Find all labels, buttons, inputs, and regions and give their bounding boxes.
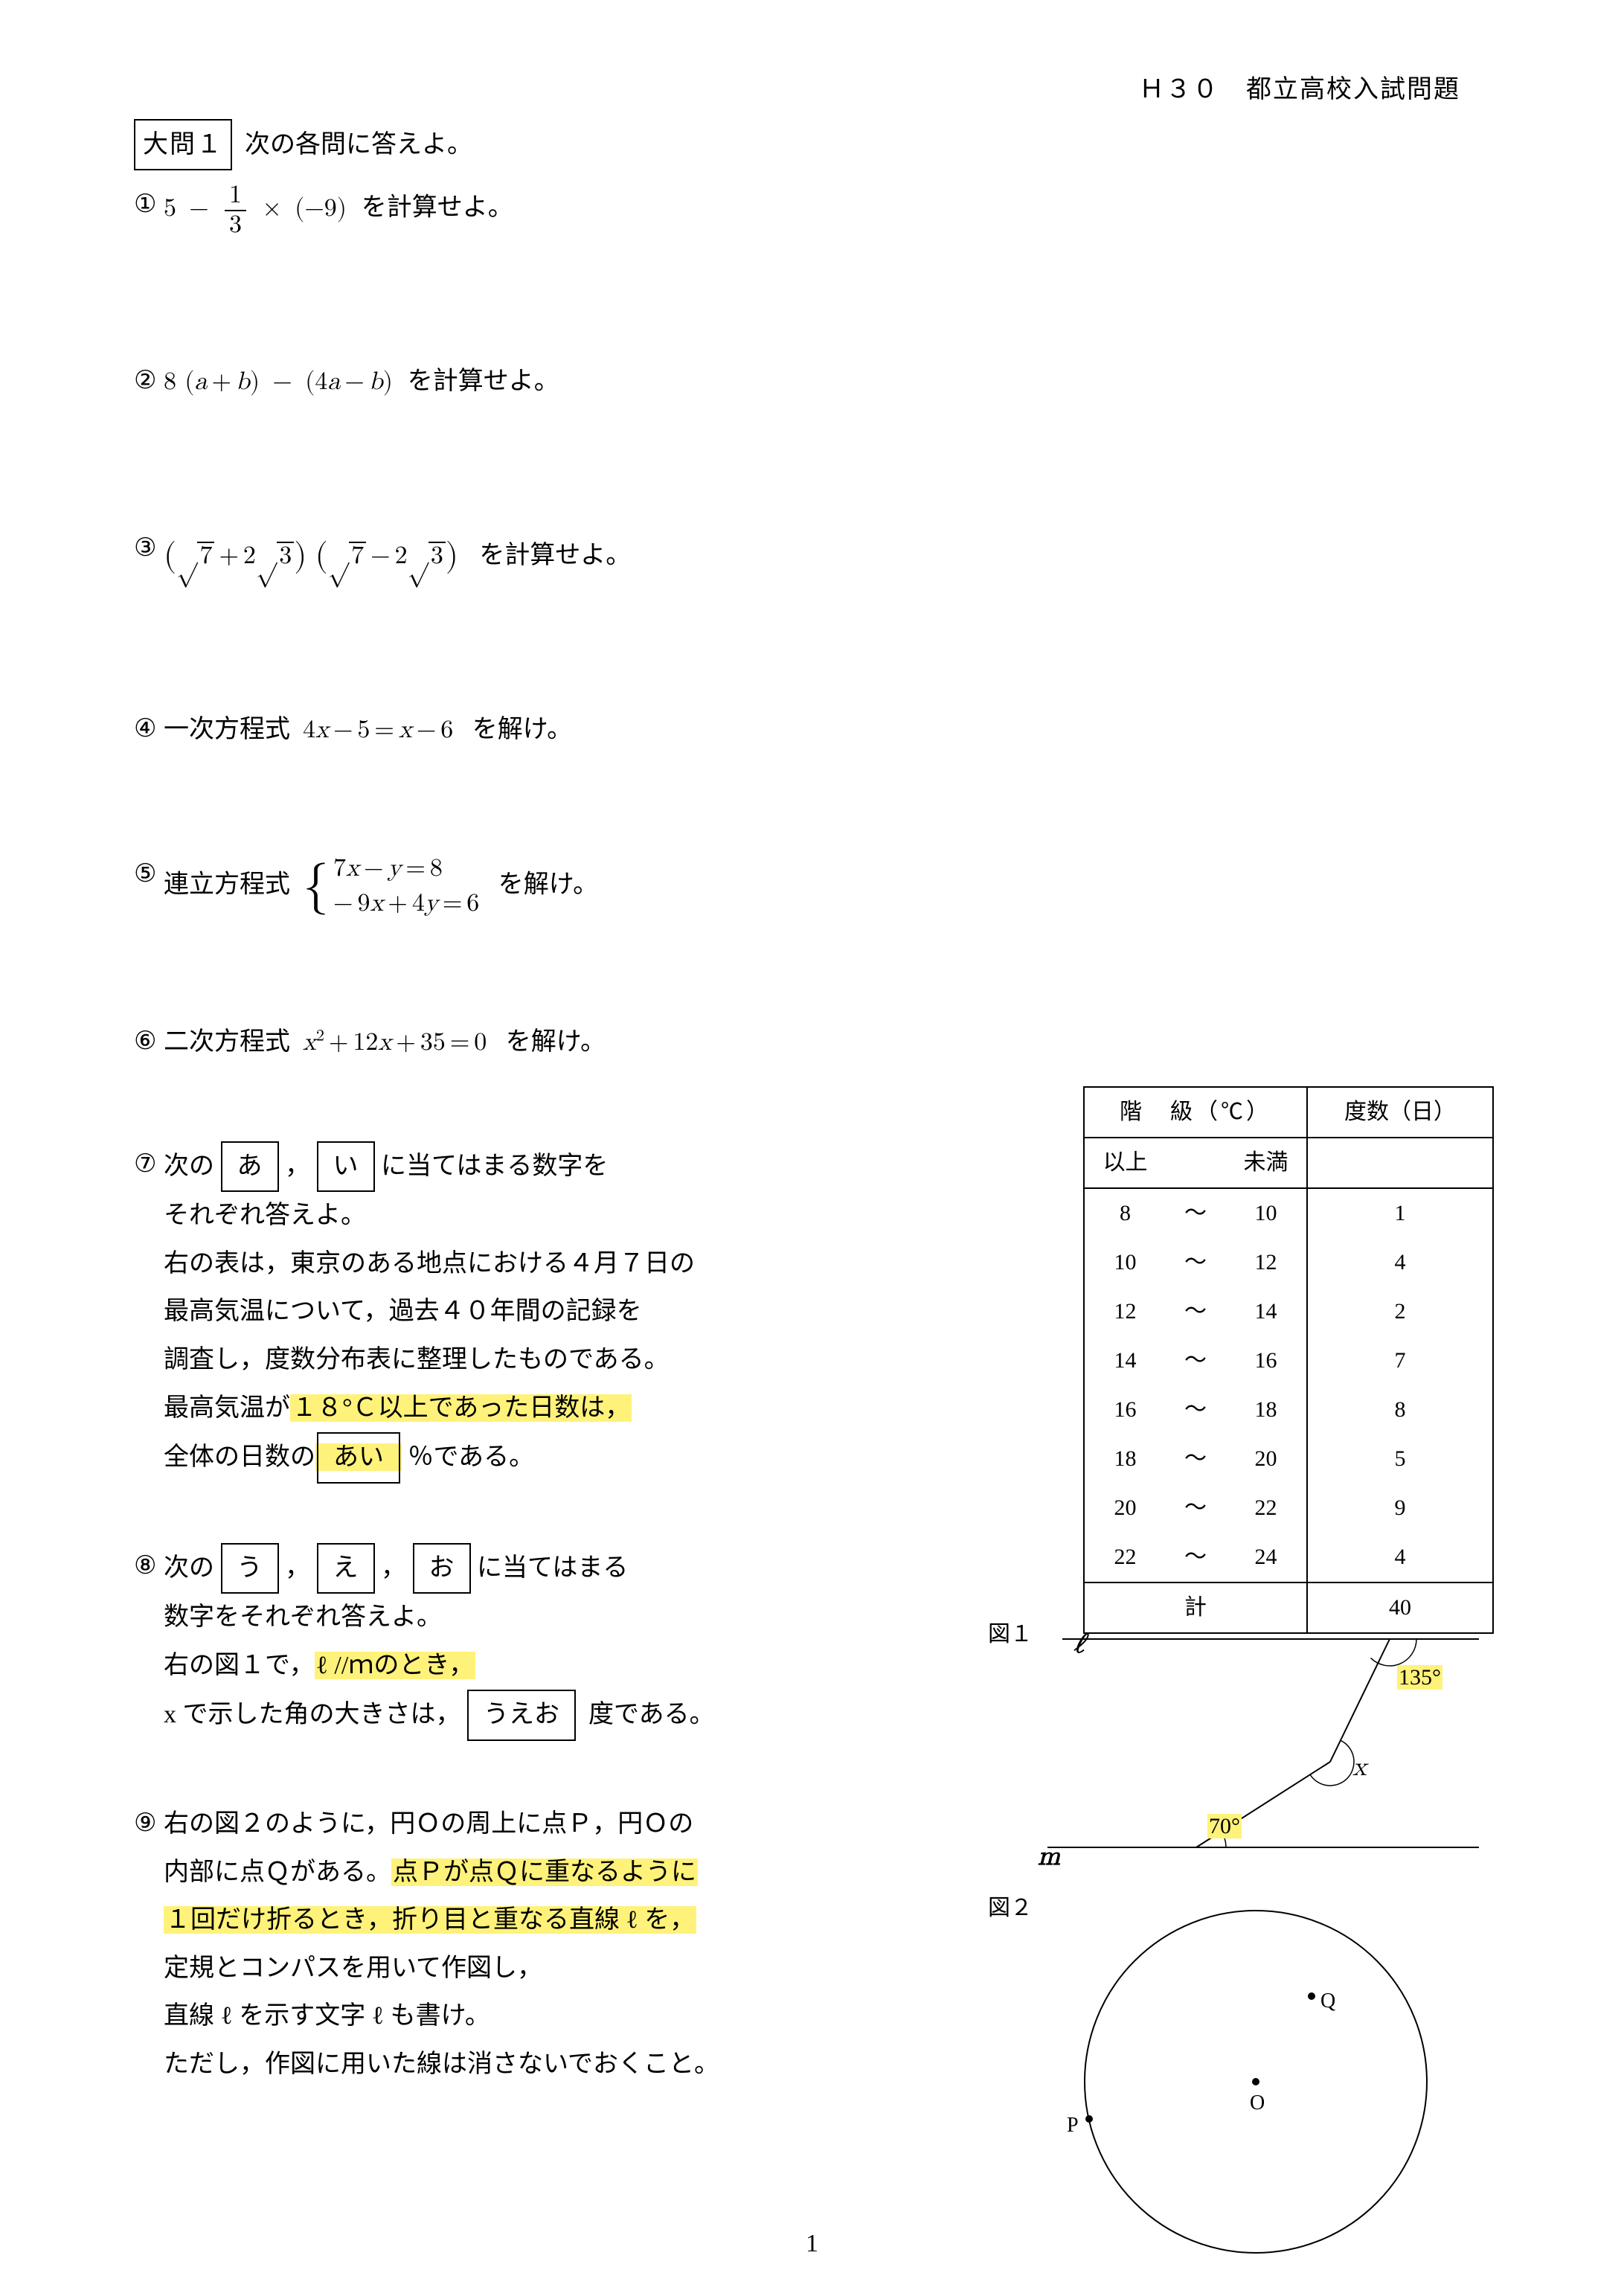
problem-9-body: 右の図２のように，円Ｏの周上に点Ｐ，円Ｏの 内部に点Ｑがある。点Ｐが点Ｑに重なる… <box>164 1800 863 2089</box>
figure-1-x-label: x <box>1352 1743 1367 1792</box>
table-row: 8～101 <box>1084 1188 1493 1238</box>
problem-7: ⑦ 次の あ ， い に当てはまる数字を それぞれ答えよ。 右の表は，東京のある… <box>134 1141 863 1484</box>
figure-2-svg <box>988 1881 1494 2268</box>
figure-1-angle-70: 70° <box>1207 1806 1242 1847</box>
highlight-l-parallel-m: ℓ //ｍのとき， <box>315 1652 476 1679</box>
problem-8: ⑧ 次の う ， え ， お に当てはまる 数字をそれぞれ答えよ。 右の図１で，… <box>134 1543 863 1741</box>
highlight-fold-1: 点Ｐが点Ｑに重なるように <box>391 1859 698 1886</box>
problem-4: ④ 一次方程式 4x−5=x−6 を解け。 <box>134 706 1512 754</box>
answer-box-o: お <box>413 1543 471 1594</box>
figure-1-m-label: m <box>1038 1832 1060 1881</box>
page-number: 1 <box>806 2221 818 2266</box>
answer-box-e: え <box>317 1543 375 1594</box>
section-title: 大問１ 次の各問に答えよ。 <box>134 119 1512 170</box>
problem-9: ⑨ 右の図２のように，円Ｏの周上に点Ｐ，円Ｏの 内部に点Ｑがある。点Ｐが点Ｑに重… <box>134 1800 863 2089</box>
figure-2: 図２ O P Q <box>988 1881 1494 2268</box>
problem-8-body: 次の う ， え ， お に当てはまる 数字をそれぞれ答えよ。 右の図１で，ℓ … <box>164 1543 863 1741</box>
figure-1: 図１ ℓ m x 135° 70° <box>1003 1617 1509 1877</box>
problem-6-number: ⑥ <box>134 1019 164 1064</box>
highlight-ai-box: あい <box>315 1443 402 1471</box>
problem-9-number: ⑨ <box>134 1800 164 1846</box>
frequency-table: 階 級（℃） 度数（日） 以上 未満 8～10110～12412～14214～1… <box>1083 1086 1494 1634</box>
table-row: 22～244 <box>1084 1533 1493 1582</box>
answer-box-ai: あい <box>317 1432 400 1484</box>
section-label-box: 大問１ <box>134 119 232 170</box>
problem-1-body: 5 − 1 3 × (−9) を計算せよ。 <box>164 182 1512 239</box>
problem-2: ② 8 (a+b) − (4a−b) を計算せよ。 <box>134 358 1512 406</box>
table-row: 18～205 <box>1084 1434 1493 1484</box>
answer-box-a: あ <box>221 1141 279 1193</box>
table-row: 14～167 <box>1084 1336 1493 1385</box>
problem-5: ⑤ 連立方程式 { 7x−y=8 −9x+4y=6 を解け。 <box>134 851 1512 922</box>
table-row: 20～229 <box>1084 1484 1493 1533</box>
freq-table-header-class: 階 級（℃） <box>1084 1087 1307 1138</box>
exam-header: Ｈ３０ 都立高校入試問題 <box>1139 67 1460 112</box>
problem-1-number: ① <box>134 182 164 227</box>
problem-3-body: (7+23) (7−23) を計算せよ。 <box>164 525 1512 588</box>
problem-7-number: ⑦ <box>134 1141 164 1187</box>
figure-2-O-label: O <box>1250 2085 1265 2122</box>
figure-1-label: 図１ <box>988 1614 1033 1655</box>
section-instruction: 次の各問に答えよ。 <box>245 131 472 158</box>
problem-2-body: 8 (a+b) − (4a−b) を計算せよ。 <box>164 358 1512 406</box>
problem-7-body: 次の あ ， い に当てはまる数字を それぞれ答えよ。 右の表は，東京のある地点… <box>164 1141 863 1484</box>
figure-2-Q-label: Q <box>1320 1983 1335 2020</box>
answer-box-i: い <box>317 1141 375 1193</box>
answer-box-u: う <box>221 1543 279 1594</box>
problem-1: ① 5 − 1 3 × (−9) を計算せよ。 <box>134 182 1512 239</box>
freq-table-header-freq: 度数（日） <box>1307 1087 1493 1138</box>
problem-6: ⑥ 二次方程式 x2+12x+35=0 を解け。 <box>134 1019 1512 1067</box>
figure-2-P-label: P <box>1067 2107 1079 2144</box>
problem-3: ③ (7+23) (7−23) を計算せよ。 <box>134 525 1512 588</box>
problem-8-number: ⑧ <box>134 1543 164 1588</box>
problem-5-number: ⑤ <box>134 851 164 897</box>
figure-2-label: 図２ <box>988 1888 1033 1928</box>
problem-4-body: 一次方程式 4x−5=x−6 を解け。 <box>164 706 1512 754</box>
problem-2-number: ② <box>134 358 164 403</box>
answer-box-ueo: うえお <box>467 1690 576 1741</box>
highlight-fold-2: １回だけ折るとき，折り目と重なる直線 ℓ を， <box>164 1906 696 1934</box>
problem-6-body: 二次方程式 x2+12x+35=0 を解け。 <box>164 1019 1512 1067</box>
table-row: 10～124 <box>1084 1238 1493 1287</box>
problem-5-body: 連立方程式 { 7x−y=8 −9x+4y=6 を解け。 <box>164 851 1512 922</box>
figure-1-l-label: ℓ <box>1073 1620 1085 1669</box>
problem-3-number: ③ <box>134 525 164 571</box>
table-row: 16～188 <box>1084 1385 1493 1434</box>
highlight-18c: １８°Ｃ以上であった日数は， <box>290 1394 632 1422</box>
table-row: 12～142 <box>1084 1287 1493 1336</box>
figure-1-angle-135: 135° <box>1397 1658 1442 1698</box>
problem-4-number: ④ <box>134 706 164 751</box>
